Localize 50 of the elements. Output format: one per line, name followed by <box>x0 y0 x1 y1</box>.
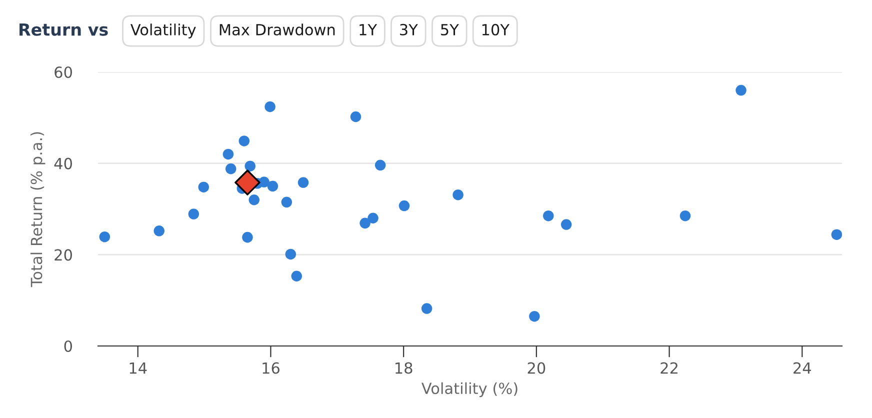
point <box>248 194 260 206</box>
point <box>234 170 260 196</box>
point <box>452 189 464 200</box>
point <box>680 210 691 222</box>
text: 10Y <box>482 24 510 36</box>
point <box>360 218 370 229</box>
point <box>291 270 302 282</box>
y-tick-label: 0 <box>64 340 72 352</box>
point <box>736 84 746 96</box>
point <box>285 248 296 260</box>
point <box>238 136 250 146</box>
x-tick-label: 16 <box>262 362 280 374</box>
text: Volatility <box>130 24 196 38</box>
point <box>831 229 842 240</box>
point <box>281 196 292 208</box>
point <box>298 177 309 188</box>
point <box>242 232 253 243</box>
point <box>198 182 209 192</box>
x-tick-label: 14 <box>130 362 147 374</box>
point <box>529 310 540 322</box>
x-tick-label: 22 <box>660 362 678 374</box>
chart-title: Return vs <box>20 23 108 36</box>
point <box>560 219 572 230</box>
point <box>264 101 276 112</box>
y-tick-label: 20 <box>54 249 72 261</box>
point <box>258 176 270 188</box>
point <box>374 160 386 171</box>
point <box>154 226 164 236</box>
y-tick-label: 60 <box>54 66 72 78</box>
text: 1Y <box>360 24 378 36</box>
y-axis-title: Total Return (% p.a.) <box>30 132 46 288</box>
x-tick-label: 18 <box>396 362 412 374</box>
text: 5Y <box>441 24 459 36</box>
point <box>225 163 236 174</box>
text: 3Y <box>400 24 418 36</box>
point <box>267 180 278 192</box>
point <box>543 210 554 222</box>
point <box>398 200 410 212</box>
point <box>188 208 200 220</box>
x-tick-label: 20 <box>528 362 546 374</box>
point <box>421 303 432 314</box>
y-tick-label: 40 <box>54 158 72 170</box>
point <box>99 231 110 242</box>
x-axis-title: Volatility (%) <box>421 382 518 398</box>
point <box>368 212 378 224</box>
point <box>350 111 362 122</box>
point <box>222 148 234 160</box>
text: Max Drawdown <box>220 24 335 36</box>
point <box>244 160 256 172</box>
x-tick-label: 24 <box>794 362 812 374</box>
